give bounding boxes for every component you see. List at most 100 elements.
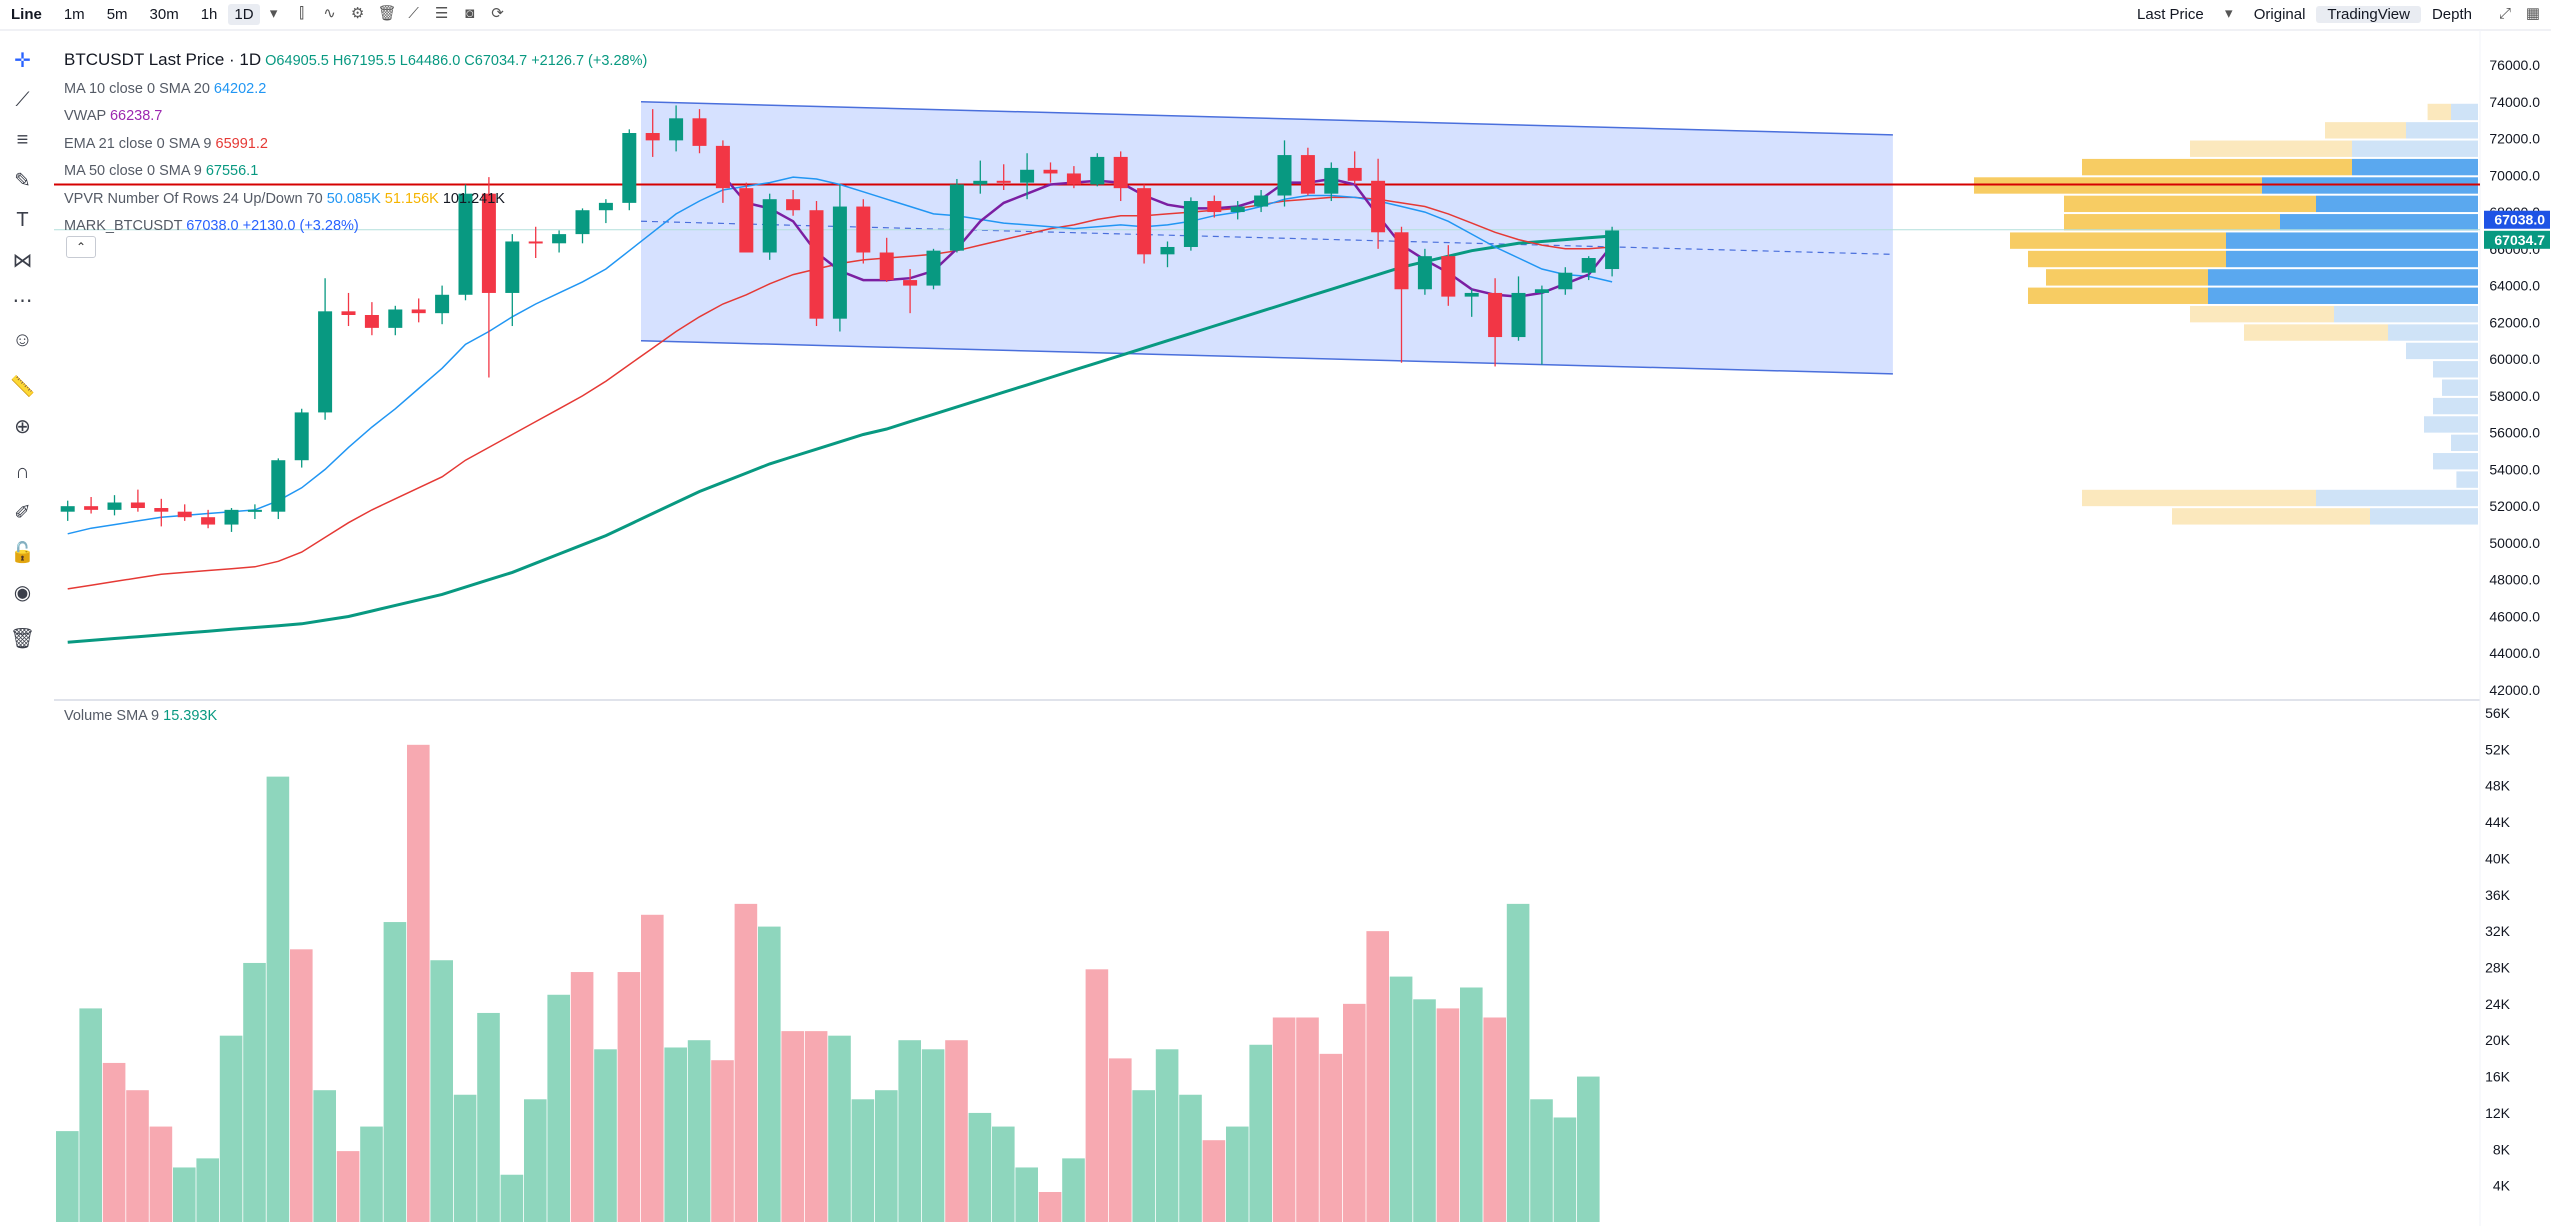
pattern-icon[interactable]: ⋈ (12, 249, 33, 272)
volume-bar (851, 1099, 875, 1222)
vp-up-bar (2208, 287, 2478, 304)
lock-icon[interactable]: 🔓 (10, 541, 35, 564)
volume-bar (1132, 1090, 1155, 1222)
volume-tick-label: 44K (2485, 814, 2511, 830)
candle-body (411, 309, 426, 314)
vp-up-bar (2433, 453, 2478, 470)
chart-legend: BTCUSDT Last Price · 1D O64905.5 H67195.… (64, 46, 647, 241)
volume-bar (1413, 999, 1436, 1222)
volume-bar (500, 1174, 524, 1222)
vp-down-bar (2244, 324, 2388, 341)
indicator-ma50[interactable]: MA 50 close 0 SMA 9 67556.1 (64, 163, 259, 179)
delete-icon[interactable]: 🗑 (9, 627, 36, 650)
layout-grid-icon[interactable]: ▦ (2525, 5, 2541, 22)
volume-bar (758, 926, 781, 1222)
price-tick-label: 72000.0 (2489, 131, 2540, 147)
trend-line-icon[interactable]: ⟋ (15, 88, 30, 111)
vp-down-bar (2064, 214, 2280, 231)
symbol-title: BTCUSDT Last Price · 1D (64, 50, 262, 69)
candle-body (528, 241, 543, 244)
camera-icon[interactable]: ◙ (465, 5, 475, 22)
vp-up-bar (2226, 232, 2478, 249)
interval-1m-button[interactable]: 1m (63, 5, 85, 23)
ruler-icon[interactable]: 📏 (10, 375, 35, 398)
candle-body (1324, 167, 1339, 194)
vwap-value: 66238.7 (109, 108, 163, 124)
candle-body (645, 133, 660, 141)
trash-icon[interactable]: 🗑 (377, 5, 397, 22)
replay-icon[interactable]: ⟳ (491, 5, 504, 22)
indicator-mark-price[interactable]: MARK_BTCUSDT 67038.0 +2130.0 (+3.28%) (64, 218, 359, 234)
settings-icon[interactable]: ⚙ (350, 5, 365, 22)
text-icon[interactable]: T (16, 208, 29, 231)
volume-bar (1319, 1053, 1343, 1222)
chevron-down-icon[interactable]: ▾ (269, 5, 278, 22)
candle-body (1511, 292, 1526, 338)
chart-type-button[interactable]: Line (11, 5, 42, 23)
collapse-legend-button[interactable]: ⌃ (66, 236, 96, 258)
volume-tick-label: 12K (2485, 1105, 2511, 1121)
candle-body (107, 502, 122, 510)
indicator-vwap[interactable]: VWAP 66238.7 (64, 108, 163, 124)
indicator-ma10[interactable]: MA 10 close 0 SMA 20 64202.2 (64, 80, 267, 97)
volume-tick-label: 24K (2485, 996, 2511, 1012)
candle-body (1254, 195, 1269, 207)
interval-5m-button[interactable]: 5m (106, 5, 128, 23)
candle-body (177, 511, 192, 518)
candle-body (1441, 256, 1456, 297)
volume-bar (1577, 1076, 1600, 1222)
fullscreen-icon[interactable]: ⤢ (2498, 5, 2511, 22)
vp-up-bar (2406, 122, 2478, 139)
view-depth-tab[interactable]: Depth (2431, 5, 2472, 23)
candle-body (715, 145, 730, 189)
alert-icon[interactable]: ⟋ (408, 5, 419, 22)
price-source-select[interactable]: Last Price (2137, 5, 2204, 23)
volume-bar (1249, 1044, 1272, 1222)
volume-bar (1179, 1094, 1202, 1222)
candle-body (856, 206, 871, 253)
crosshair-icon[interactable]: ✛ (14, 49, 31, 72)
view-tradingview-tab[interactable]: TradingView (2316, 5, 2421, 23)
vp-up-bar (2424, 416, 2478, 433)
forecast-icon[interactable]: ⋯ (12, 289, 33, 312)
volume-bar (1015, 1167, 1038, 1222)
volume-bar (102, 1062, 126, 1222)
view-original-tab[interactable]: Original (2253, 5, 2306, 23)
price-tick-label: 56000.0 (2489, 425, 2540, 441)
candle-body (973, 180, 988, 185)
interval-30m-button[interactable]: 30m (149, 5, 179, 23)
volume-bar (594, 1049, 617, 1222)
candle-body (84, 506, 99, 510)
zoom-in-icon[interactable]: ⊕ (14, 415, 31, 438)
indicator-ema21[interactable]: EMA 21 close 0 SMA 9 65991.2 (64, 135, 268, 152)
volume-tick-label: 4K (2493, 1178, 2511, 1194)
candle-body (364, 315, 379, 328)
candle-body (552, 234, 567, 244)
indicator-vpvr[interactable]: VPVR Number Of Rows 24 Up/Down 70 50.085… (64, 190, 505, 207)
price-tick-label: 70000.0 (2489, 167, 2540, 183)
chevron-down-icon[interactable]: ▾ (2224, 5, 2233, 22)
magnet-icon[interactable]: ∩ (15, 460, 30, 483)
volume-bar (781, 1031, 804, 1222)
candles-icon[interactable]: ⫿ (299, 5, 304, 22)
horizontal-lines-icon[interactable]: ≡ (16, 128, 29, 151)
vp-up-bar (2226, 250, 2478, 268)
candle-body (1394, 232, 1409, 290)
volume-bar (804, 1031, 828, 1222)
brush-icon[interactable]: ✎ (14, 169, 31, 192)
price-tick-label: 54000.0 (2489, 461, 2540, 477)
emoji-icon[interactable]: ☺ (12, 328, 33, 351)
candle-body (949, 184, 964, 251)
interval-1d-button[interactable]: 1D (228, 3, 260, 25)
volume-tick-label: 32K (2485, 923, 2511, 939)
vp-up-bar (2352, 140, 2478, 157)
candle-body (271, 460, 286, 512)
parallel-channel (641, 101, 1893, 374)
interval-1h-button[interactable]: 1h (200, 5, 218, 23)
list-icon[interactable]: ☰ (434, 5, 449, 22)
eye-icon[interactable]: ◉ (13, 581, 32, 604)
indicators-icon[interactable]: ∿ (323, 5, 336, 22)
drawing-mode-icon[interactable]: ✐ (14, 501, 31, 524)
volume-bar (664, 1047, 687, 1222)
